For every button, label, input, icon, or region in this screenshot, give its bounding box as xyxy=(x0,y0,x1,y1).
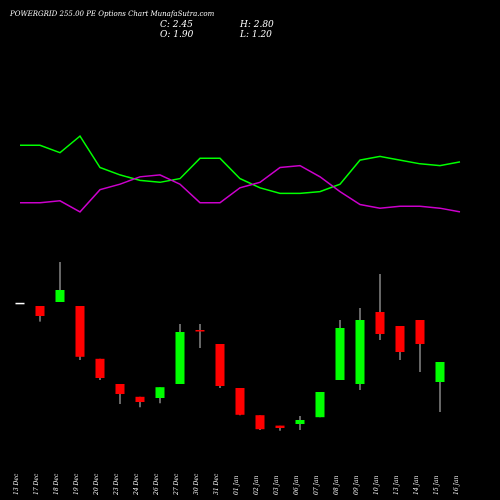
candle xyxy=(135,396,145,408)
chart-title: POWERGRID 255.00 PE Options Chart Munafa… xyxy=(9,10,215,18)
low-value: L: 1.20 xyxy=(239,30,272,40)
candle-body xyxy=(235,388,245,415)
candle xyxy=(175,324,185,384)
candle xyxy=(435,362,445,412)
x-tick-label: 26 Dec xyxy=(153,473,160,496)
x-axis-labels: 13 Dec 17 Dec 18 Dec 19 Dec 20 Dec 23 Dec 24 D… xyxy=(13,473,460,496)
candle-body xyxy=(15,302,25,305)
candle xyxy=(155,387,165,404)
x-tick-label: 17 Dec xyxy=(33,473,40,495)
candle-body xyxy=(175,332,185,384)
candle xyxy=(195,324,205,348)
candle xyxy=(215,344,225,388)
x-tick-label: 03 Jan xyxy=(273,475,280,495)
open-value: O: 1.90 xyxy=(160,30,194,40)
candle-body xyxy=(395,326,405,352)
candle-body xyxy=(35,306,45,316)
x-tick-label: 09 Jan xyxy=(353,475,360,495)
x-tick-label: 24 Dec xyxy=(133,473,140,496)
candle xyxy=(355,308,365,390)
high-value: H: 2.80 xyxy=(239,20,274,30)
x-tick-label: 10 Jan xyxy=(373,475,380,495)
x-tick-label: 13 Dec xyxy=(13,473,20,495)
candle xyxy=(335,320,345,380)
x-tick-label: 02 Jan xyxy=(253,475,260,495)
candle-body xyxy=(115,384,125,394)
x-tick-label: 19 Dec xyxy=(73,473,80,495)
x-tick-label: 27 Dec xyxy=(173,473,180,496)
candle xyxy=(295,416,305,430)
x-tick-label: 07 Jan xyxy=(313,475,320,495)
x-tick-label: 06 Jan xyxy=(293,475,300,495)
x-tick-label: 30 Dec xyxy=(193,473,200,495)
candle xyxy=(415,320,425,372)
candle-body xyxy=(95,358,105,378)
candle xyxy=(375,274,385,340)
x-tick-label: 08 Jan xyxy=(333,475,340,495)
x-tick-label: 13 Jan xyxy=(393,475,400,495)
candle xyxy=(395,326,405,360)
candle-body xyxy=(195,330,205,332)
green-indicator-line xyxy=(20,134,461,195)
candle-body xyxy=(355,320,365,384)
candle xyxy=(315,392,325,418)
x-tick-label: 23 Dec xyxy=(113,473,120,496)
x-tick-label: 16 Jan xyxy=(453,475,460,495)
candle xyxy=(255,415,265,430)
magenta-indicator-line xyxy=(20,164,461,213)
candle-body xyxy=(315,392,325,418)
candle-body xyxy=(135,396,145,402)
candle xyxy=(115,384,125,404)
x-tick-label: 20 Dec xyxy=(93,473,100,496)
candle-body xyxy=(75,306,85,357)
candle-body xyxy=(335,328,345,380)
candle-body xyxy=(295,420,305,424)
candle xyxy=(15,302,25,305)
x-tick-label: 14 Jan xyxy=(413,475,420,495)
candle-body xyxy=(55,290,65,302)
x-tick-label: 18 Dec xyxy=(53,473,60,495)
candle-body xyxy=(155,387,165,398)
candle-body xyxy=(255,415,265,430)
close-value: C: 2.45 xyxy=(160,20,193,30)
candle-body xyxy=(215,344,225,386)
candle xyxy=(75,306,85,360)
x-tick-label: 01 Jan xyxy=(233,475,240,495)
candle xyxy=(95,358,105,380)
candle-body xyxy=(275,425,285,428)
candle-body xyxy=(415,320,425,344)
candle xyxy=(35,306,45,322)
indicator-lines xyxy=(20,134,461,213)
candle-body xyxy=(435,362,445,382)
candles xyxy=(15,262,445,431)
candle-body xyxy=(375,312,385,334)
x-tick-label: 31 Dec xyxy=(213,473,220,495)
candle xyxy=(235,388,245,416)
candle xyxy=(55,262,65,302)
x-tick-label: 15 Jan xyxy=(433,475,440,495)
candle xyxy=(275,425,285,431)
